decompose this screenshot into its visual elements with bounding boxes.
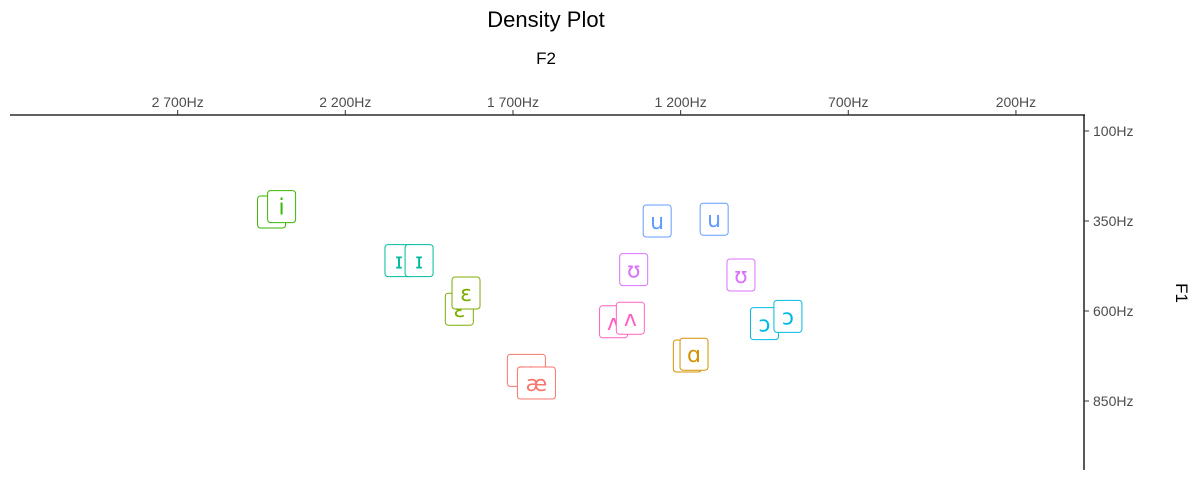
- x-axis-title: F2: [536, 49, 556, 68]
- vowel-label: æ: [516, 366, 556, 400]
- vowel-label-box: [516, 366, 556, 400]
- vowel-label-text: ʊ: [734, 264, 748, 289]
- vowel-label: ʌ: [615, 301, 645, 335]
- vowel-label-text: u: [650, 210, 664, 235]
- y-axis-ticks: 100Hz 350Hz 600Hz 850Hz: [1084, 123, 1133, 409]
- vowel-label-text: ɔ: [758, 313, 770, 338]
- vowel-label-text: u: [707, 208, 721, 233]
- vowel-label: u: [699, 202, 729, 236]
- vowel-label-text: ɪ: [395, 250, 403, 275]
- x-tick-label: 200Hz: [996, 94, 1036, 110]
- vowel-label: ʊ: [726, 258, 756, 292]
- x-axis-ticks: 2 700Hz 2 200Hz 1 700Hz 1 200Hz 700Hz 200Hz: [152, 94, 1036, 115]
- x-tick-label: 700Hz: [828, 94, 868, 110]
- vowel-label: ɪ: [404, 244, 434, 278]
- vowel-label-text: ɪ: [415, 250, 423, 275]
- x-tick-label: 2 700Hz: [152, 94, 204, 110]
- vowel-label-box: [642, 204, 672, 238]
- vowel-label-box: [773, 299, 803, 333]
- vowel-label: ɑ: [679, 337, 709, 371]
- y-tick-label: 850Hz: [1093, 393, 1133, 409]
- vowel-label-text: ɔ: [782, 305, 794, 330]
- y-axis-title: F1: [1172, 283, 1191, 303]
- vowel-label-text: æ: [526, 372, 548, 397]
- x-tick-label: 1 200Hz: [655, 94, 707, 110]
- vowel-label-text: ʌ: [624, 307, 637, 332]
- x-tick-label: 2 200Hz: [319, 94, 371, 110]
- y-tick-label: 600Hz: [1093, 303, 1133, 319]
- y-tick-label: 350Hz: [1093, 213, 1133, 229]
- vowel-label-box: [699, 202, 729, 236]
- vowel-label-box: [679, 337, 709, 371]
- chart-title: Density Plot: [487, 7, 604, 32]
- vowel-label-text: ɛ: [453, 298, 465, 323]
- vowel-label-box: [451, 276, 481, 310]
- vowel-labels: iiɪɪɛɛææʌʌʊʊuuɑɑɔɔ: [257, 190, 803, 400]
- vowel-label: ʊ: [619, 253, 649, 287]
- vowel-label-box: [404, 244, 434, 278]
- vowel-label: ɛ: [451, 276, 481, 310]
- y-tick-label: 100Hz: [1093, 123, 1133, 139]
- vowel-label: u: [642, 204, 672, 238]
- vowel-label-text: i: [279, 196, 285, 221]
- vowel-label-box: [267, 190, 297, 224]
- vowel-label-box: [615, 301, 645, 335]
- vowel-label-text: ɑ: [687, 343, 701, 368]
- vowel-label: i: [267, 190, 297, 224]
- vowel-label-box: [726, 258, 756, 292]
- vowel-label-text: ʊ: [627, 259, 641, 284]
- vowel-label: ɔ: [773, 299, 803, 333]
- vowel-label-text: ɛ: [460, 282, 472, 307]
- vowel-label-box: [619, 253, 649, 287]
- x-tick-label: 1 700Hz: [487, 94, 539, 110]
